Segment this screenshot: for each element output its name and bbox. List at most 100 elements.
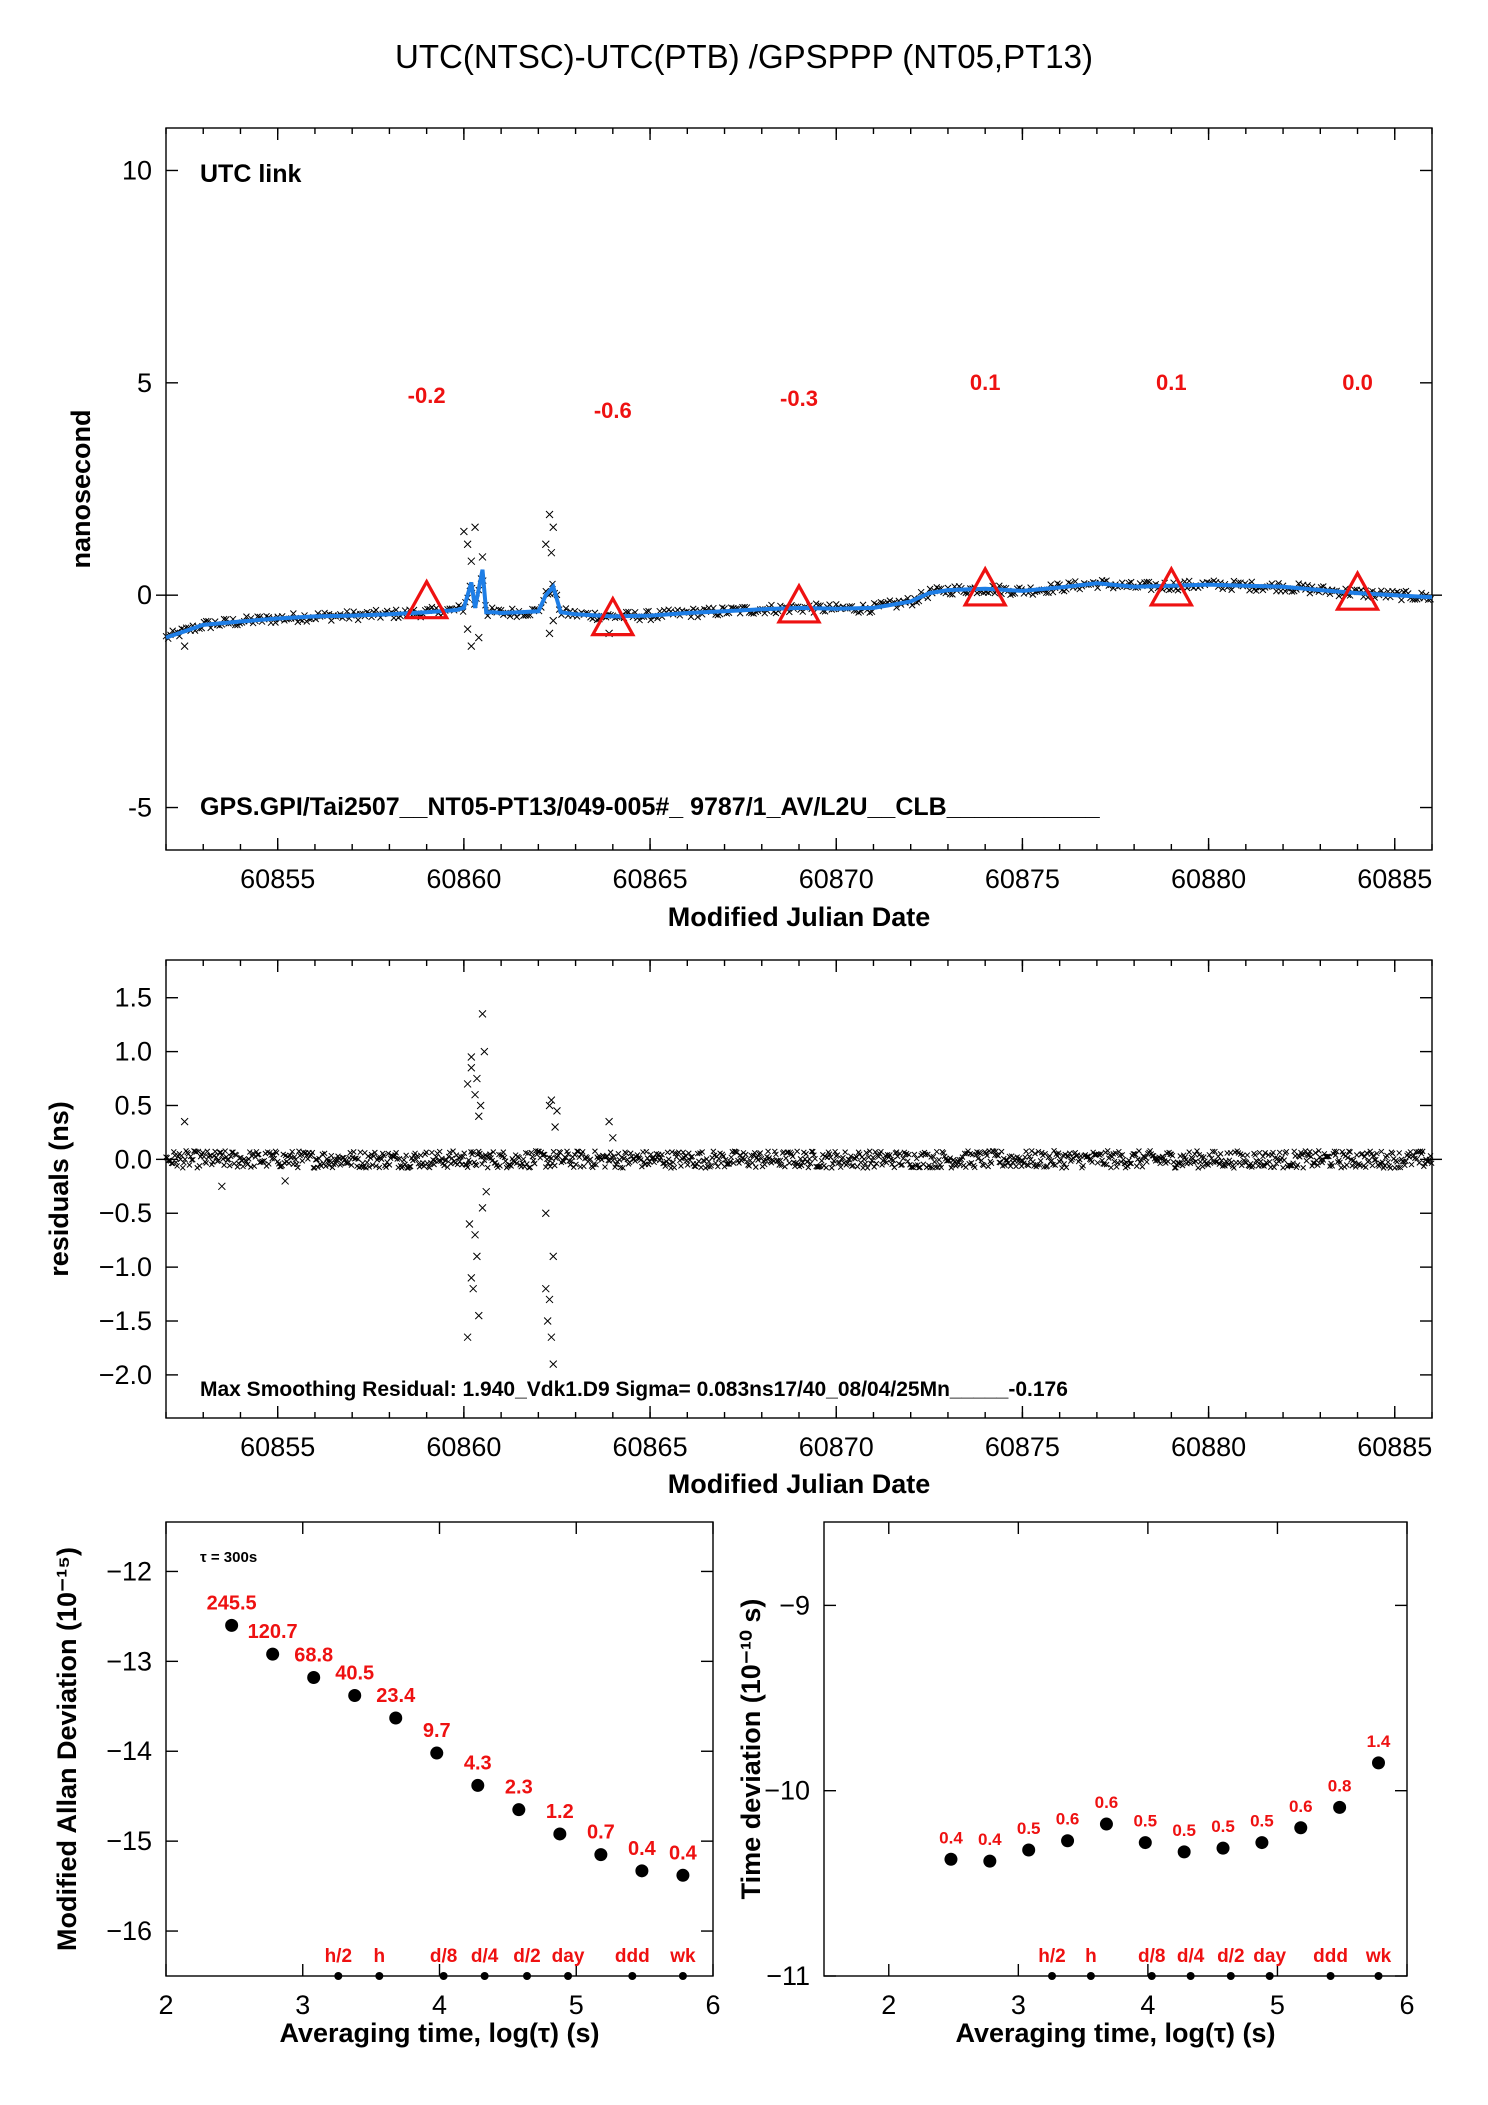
link-annotation: GPS.GPI/Tai2507__NT05-PT13/049-005#_ 978… bbox=[200, 793, 1101, 821]
residual-point bbox=[336, 1155, 342, 1162]
residual-point bbox=[1291, 1148, 1298, 1155]
page-title: UTC(NTSC)-UTC(PTB) /GPSPPP (NT05,PT13) bbox=[395, 38, 1093, 75]
residual-point bbox=[846, 1157, 853, 1163]
residual-point bbox=[1207, 1160, 1214, 1167]
y-axis-label: Time deviation (10⁻¹⁰ s) bbox=[736, 1599, 766, 1900]
residual-point bbox=[369, 1162, 376, 1168]
residual-point bbox=[1179, 1162, 1186, 1169]
residual-point bbox=[203, 1160, 210, 1166]
residual-point bbox=[1175, 1160, 1181, 1166]
residual-point bbox=[1103, 1161, 1110, 1168]
residual-point bbox=[541, 1151, 548, 1158]
residual-point bbox=[380, 1152, 387, 1159]
residual-point bbox=[1021, 1160, 1027, 1166]
residual-point bbox=[1428, 1160, 1435, 1167]
residual-point bbox=[961, 1150, 968, 1157]
residual-point bbox=[568, 1158, 575, 1165]
residual-point bbox=[587, 1156, 594, 1163]
residual-point bbox=[927, 1164, 933, 1171]
raw-point bbox=[1094, 584, 1101, 592]
residual-point bbox=[752, 1164, 759, 1170]
residual-point bbox=[165, 1157, 172, 1164]
residual-point bbox=[1308, 1153, 1314, 1160]
residual-point bbox=[464, 1164, 471, 1171]
residual-outlier bbox=[469, 1284, 478, 1293]
residual-point bbox=[1427, 1152, 1434, 1159]
residual-point bbox=[535, 1148, 541, 1155]
residual-point bbox=[1260, 1153, 1266, 1160]
raw-point bbox=[1174, 586, 1182, 594]
residual-point bbox=[315, 1164, 321, 1171]
residual-point bbox=[433, 1154, 440, 1160]
residual-point bbox=[1303, 1157, 1310, 1164]
residual-point bbox=[723, 1161, 730, 1167]
residual-point bbox=[916, 1164, 922, 1171]
residual-point bbox=[350, 1148, 357, 1155]
residual-point bbox=[355, 1156, 361, 1162]
residual-annotation: Max Smoothing Residual: 1.940_Vdk1.D9 Si… bbox=[200, 1378, 1068, 1401]
residual-point bbox=[844, 1160, 851, 1167]
residual-point bbox=[1111, 1158, 1118, 1165]
residual-point bbox=[1307, 1148, 1313, 1155]
deviation-point bbox=[1371, 1756, 1385, 1770]
residual-point bbox=[1094, 1159, 1101, 1166]
raw-point bbox=[1246, 586, 1253, 594]
outlier-point bbox=[471, 523, 479, 532]
residual-outlier bbox=[474, 1112, 483, 1121]
residual-point bbox=[1222, 1162, 1228, 1169]
residual-point bbox=[466, 1159, 473, 1166]
raw-point bbox=[622, 608, 630, 616]
residual-point bbox=[312, 1156, 319, 1163]
residual-point bbox=[427, 1160, 434, 1166]
deviation-point bbox=[676, 1868, 690, 1882]
residual-point bbox=[911, 1151, 918, 1158]
y-axis-label: Modified Allan Deviation (10⁻¹⁵) bbox=[52, 1547, 82, 1951]
plot-frame bbox=[823, 1521, 1408, 1977]
residual-point bbox=[326, 1162, 332, 1169]
residual-point bbox=[720, 1153, 727, 1160]
residual-outlier bbox=[541, 1284, 550, 1293]
residual-point bbox=[850, 1162, 856, 1169]
residual-point bbox=[797, 1156, 804, 1162]
deviation-point bbox=[348, 1689, 362, 1703]
y-tick-label: −13 bbox=[106, 1646, 152, 1676]
x-axis-label: Averaging time, log(τ) (s) bbox=[955, 2018, 1275, 2048]
deviation-value-label: 2.3 bbox=[505, 1777, 533, 1799]
residual-point bbox=[213, 1154, 220, 1161]
residual-point bbox=[1076, 1156, 1083, 1163]
residual-point bbox=[862, 1160, 869, 1167]
residual-point bbox=[435, 1158, 442, 1164]
x-tick-label: 60875 bbox=[985, 1432, 1060, 1462]
residual-point bbox=[261, 1157, 268, 1164]
x-axis-label: Averaging time, log(τ) (s) bbox=[279, 2018, 599, 2048]
residual-point bbox=[899, 1161, 905, 1168]
residuals-chart: 60855 60860 60865 60870 60875 60880 60885 −2.0 −… bbox=[44, 959, 1442, 1499]
residual-point bbox=[265, 1161, 272, 1167]
residual-point bbox=[1002, 1162, 1008, 1169]
raw-point bbox=[1143, 578, 1151, 586]
residual-point bbox=[1343, 1162, 1350, 1168]
residual-point bbox=[470, 1149, 477, 1155]
residual-point bbox=[881, 1156, 888, 1163]
reference-mark-label: d/8 bbox=[430, 1946, 457, 1967]
residual-point bbox=[1276, 1149, 1283, 1156]
raw-point bbox=[1252, 587, 1260, 595]
residual-point bbox=[375, 1154, 382, 1161]
residual-outlier bbox=[463, 1333, 472, 1342]
residual-point bbox=[168, 1160, 175, 1167]
residual-outlier bbox=[543, 1317, 552, 1325]
residual-point bbox=[1041, 1164, 1047, 1170]
residual-point bbox=[299, 1158, 306, 1164]
x-tick-label: 4 bbox=[1140, 1990, 1155, 2020]
calibration-label: 0.1 bbox=[970, 370, 1001, 395]
residual-point bbox=[617, 1164, 624, 1171]
residual-point bbox=[490, 1149, 497, 1155]
residual-point bbox=[248, 1164, 254, 1170]
residual-point bbox=[947, 1155, 954, 1162]
residual-point bbox=[1198, 1153, 1205, 1160]
residual-point bbox=[497, 1162, 503, 1169]
residual-point bbox=[1005, 1160, 1012, 1166]
residual-point bbox=[1025, 1162, 1032, 1169]
residual-point bbox=[682, 1152, 689, 1159]
y-tick-label: −1.5 bbox=[99, 1306, 152, 1336]
